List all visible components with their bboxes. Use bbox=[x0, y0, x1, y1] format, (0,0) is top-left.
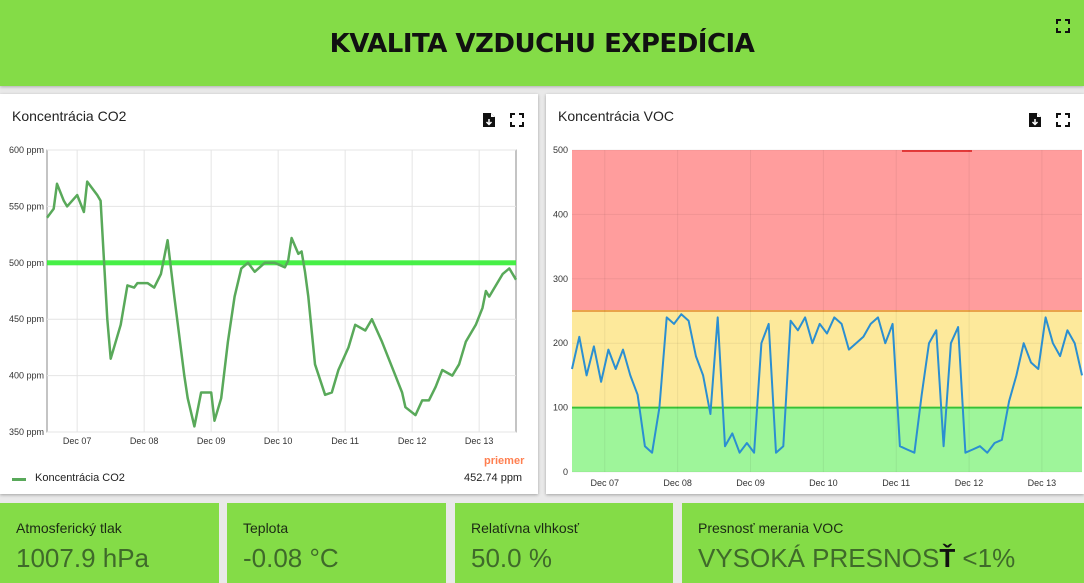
co2-x-tick-label: Dec 13 bbox=[465, 436, 494, 446]
co2-y-tick-label: 550 ppm bbox=[9, 201, 44, 211]
co2-y-tick-label: 600 ppm bbox=[9, 145, 44, 155]
co2-plot-area bbox=[46, 149, 517, 433]
co2-x-tick-label: Dec 11 bbox=[331, 436, 359, 446]
pressure-label: Atmosferický tlak bbox=[16, 520, 122, 536]
humidity-tile: Relatívna vlhkosť 50.0 % bbox=[455, 503, 673, 583]
co2-x-tick-label: Dec 08 bbox=[130, 436, 159, 446]
dashboard-header: KVALITA VZDUCHU EXPEDÍCIA bbox=[0, 0, 1084, 86]
voc-y-tick-label: 500 bbox=[553, 145, 568, 155]
co2-y-tick-label: 400 ppm bbox=[9, 371, 44, 381]
co2-x-tick-label: Dec 07 bbox=[63, 436, 92, 446]
voc-chart: 0 100 200 300 400 500 Dec 07 Dec 08 Dec 09 Dec 10… bbox=[553, 145, 1083, 488]
humidity-value: 50.0 % bbox=[471, 543, 552, 573]
temperature-value: -0.08 °C bbox=[243, 543, 339, 573]
voc-accuracy-label: Presnosť merania VOC bbox=[698, 520, 844, 536]
voc-x-tick-label: Dec 11 bbox=[882, 478, 910, 488]
voc-x-tick-label: Dec 07 bbox=[591, 478, 620, 488]
voc-accuracy-value-bold: Ť bbox=[939, 543, 956, 573]
page-title: KVALITA VZDUCHU EXPEDÍCIA bbox=[329, 29, 755, 59]
co2-average-line bbox=[47, 260, 516, 266]
voc-accuracy-tile: Presnosť merania VOC VYSOKÁ PRESNOSŤ <1% bbox=[682, 503, 1084, 583]
voc-accuracy-value: VYSOKÁ PRESNOSŤ <1% bbox=[698, 543, 1015, 574]
co2-chart-title: Koncentrácia CO2 bbox=[12, 108, 127, 124]
voc-y-tick-label: 200 bbox=[553, 338, 568, 348]
voc-y-tick-label: 300 bbox=[553, 274, 568, 284]
voc-x-tick-label: Dec 13 bbox=[1028, 478, 1057, 488]
co2-x-tick-label: Dec 09 bbox=[197, 436, 226, 446]
co2-average-label: priemer bbox=[484, 455, 525, 467]
co2-x-tick-label: Dec 10 bbox=[264, 436, 293, 446]
temperature-label: Teplota bbox=[243, 520, 289, 536]
voc-x-tick-label: Dec 10 bbox=[809, 478, 838, 488]
voc-x-tick-label: Dec 08 bbox=[663, 478, 692, 488]
fullscreen-icon[interactable] bbox=[1056, 113, 1070, 127]
pressure-tile: Atmosferický tlak 1007.9 hPa bbox=[0, 503, 219, 583]
voc-accuracy-value-text: VYSOKÁ PRESNOS bbox=[698, 543, 940, 573]
co2-legend-swatch bbox=[12, 478, 26, 481]
voc-x-tick-label: Dec 09 bbox=[736, 478, 765, 488]
voc-x-tick-label: Dec 12 bbox=[955, 478, 984, 488]
voc-chart-title: Koncentrácia VOC bbox=[558, 108, 674, 124]
pressure-value: 1007.9 hPa bbox=[16, 543, 150, 573]
voc-zone-band bbox=[572, 311, 1082, 408]
co2-legend-label: Koncentrácia CO2 bbox=[35, 472, 125, 484]
co2-chart: 600 ppm 550 ppm 500 ppm 450 ppm 400 ppm 350 p… bbox=[9, 145, 518, 446]
co2-series-line bbox=[45, 180, 518, 428]
voc-y-tick-label: 100 bbox=[553, 403, 568, 413]
co2-x-tick-label: Dec 12 bbox=[398, 436, 427, 446]
file-download-icon[interactable] bbox=[482, 112, 496, 128]
co2-average-value: 452.74 ppm bbox=[464, 472, 523, 484]
file-download-icon[interactable] bbox=[1028, 112, 1042, 128]
voc-zone-band bbox=[572, 150, 1082, 311]
co2-y-tick-label: 500 ppm bbox=[9, 258, 44, 268]
co2-y-tick-label: 350 ppm bbox=[9, 427, 44, 437]
voc-y-tick-label: 400 bbox=[553, 209, 568, 219]
temperature-tile: Teplota -0.08 °C bbox=[227, 503, 446, 583]
fullscreen-icon[interactable] bbox=[510, 113, 524, 127]
voc-series-line bbox=[571, 313, 1083, 454]
co2-y-tick-label: 450 ppm bbox=[9, 314, 44, 324]
humidity-label: Relatívna vlhkosť bbox=[471, 520, 579, 536]
voc-accuracy-value-suffix: <1% bbox=[955, 543, 1016, 573]
voc-y-tick-label: 0 bbox=[563, 467, 568, 477]
fullscreen-icon[interactable] bbox=[1056, 19, 1070, 33]
